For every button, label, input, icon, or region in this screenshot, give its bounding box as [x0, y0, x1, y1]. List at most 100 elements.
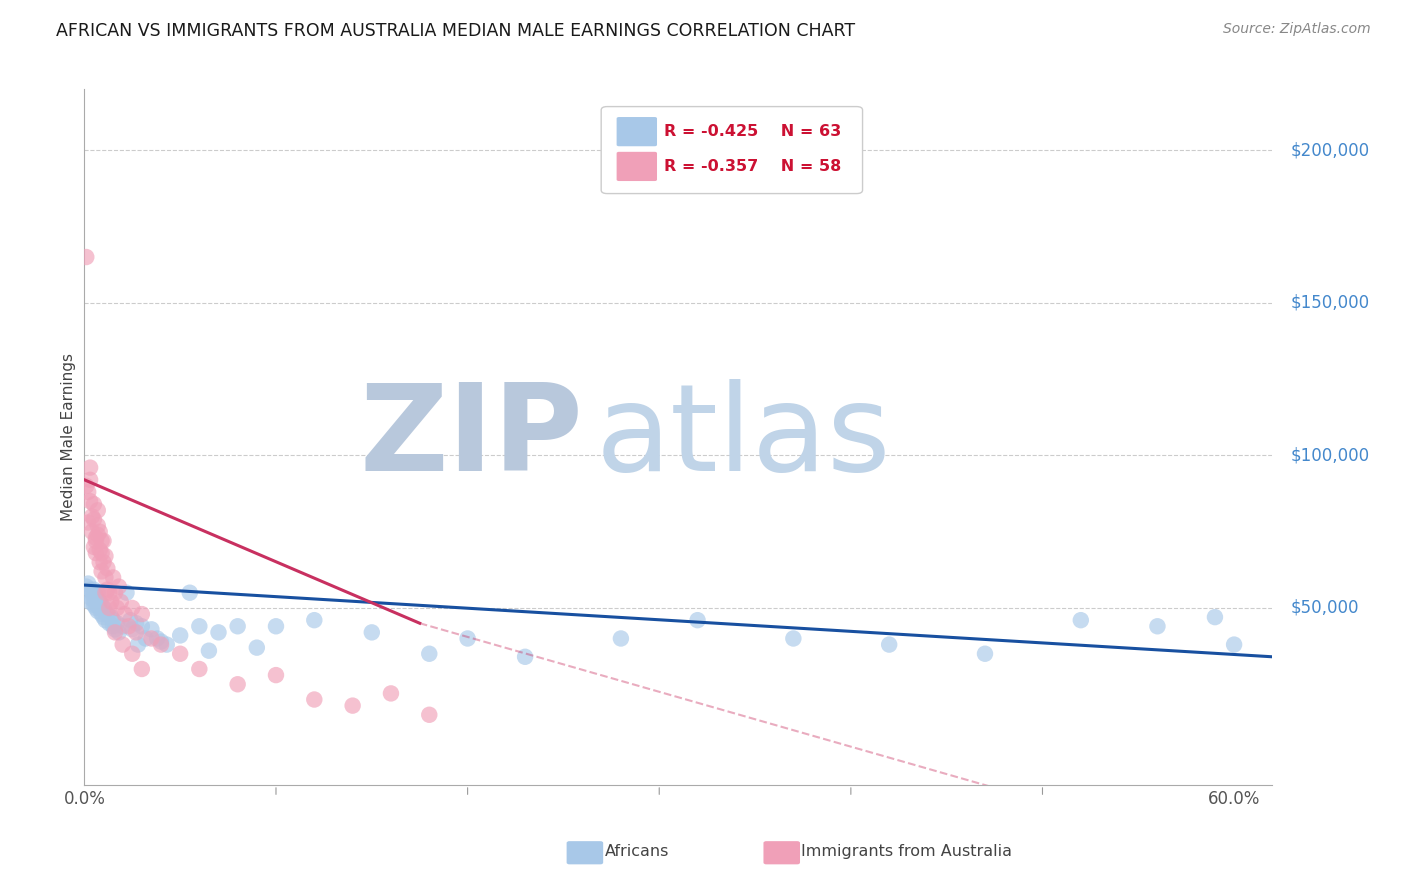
Point [104, 585, 127, 599]
Point [226, 619, 249, 633]
FancyBboxPatch shape [617, 152, 657, 181]
Point [93, 555, 115, 569]
Point [877, 638, 900, 652]
Point [94, 585, 117, 599]
Point [90, 546, 112, 560]
Point [304, 613, 326, 627]
Point [75, 580, 97, 594]
Point [90, 533, 112, 548]
Point [125, 616, 148, 631]
Point [84, 601, 107, 615]
Point [418, 707, 440, 722]
Point [79, 460, 101, 475]
Point [89, 601, 111, 615]
Point [156, 638, 179, 652]
Point [89, 555, 111, 569]
Point [87, 598, 110, 612]
Point [90, 607, 112, 621]
Point [121, 601, 143, 615]
Point [264, 668, 287, 682]
Text: R = -0.357    N = 58: R = -0.357 N = 58 [664, 159, 841, 174]
Point [80, 585, 103, 599]
Point [115, 585, 138, 599]
Point [98, 585, 121, 599]
Point [80, 591, 103, 606]
Point [974, 647, 997, 661]
Point [380, 686, 402, 700]
Point [75, 479, 97, 493]
Point [94, 613, 117, 627]
Point [686, 613, 709, 627]
Point [83, 582, 105, 597]
Point [131, 619, 153, 633]
Point [101, 619, 124, 633]
Point [610, 632, 633, 646]
Point [146, 632, 169, 646]
Point [93, 533, 115, 548]
Point [94, 570, 117, 584]
Point [1223, 638, 1246, 652]
Point [96, 607, 118, 621]
Text: AFRICAN VS IMMIGRANTS FROM AUSTRALIA MEDIAN MALE EARNINGS CORRELATION CHART: AFRICAN VS IMMIGRANTS FROM AUSTRALIA MED… [56, 22, 855, 40]
Point [1070, 613, 1092, 627]
Point [150, 634, 173, 648]
Point [121, 647, 143, 661]
Point [80, 509, 103, 524]
Point [84, 589, 107, 603]
Point [125, 625, 148, 640]
Point [83, 512, 105, 526]
Point [89, 595, 111, 609]
Point [77, 485, 100, 500]
Point [188, 619, 211, 633]
Point [83, 598, 105, 612]
Point [188, 662, 211, 676]
Point [75, 250, 97, 264]
Point [79, 582, 101, 597]
Point [513, 649, 536, 664]
Point [79, 595, 101, 609]
Text: Africans: Africans [605, 845, 669, 859]
Point [418, 647, 440, 661]
Point [105, 616, 128, 631]
Point [104, 623, 127, 637]
Point [264, 619, 287, 633]
Point [89, 543, 111, 558]
Point [77, 576, 100, 591]
Text: atlas: atlas [595, 378, 891, 496]
Point [246, 640, 269, 655]
Point [77, 516, 100, 530]
Point [207, 625, 229, 640]
Point [169, 647, 191, 661]
Point [84, 531, 107, 545]
Point [93, 601, 115, 615]
Point [782, 632, 804, 646]
Point [79, 473, 101, 487]
Text: $50,000: $50,000 [1291, 599, 1358, 617]
Point [96, 582, 118, 597]
Point [360, 625, 382, 640]
Point [198, 643, 221, 657]
Point [80, 524, 103, 539]
Text: $150,000: $150,000 [1291, 293, 1369, 312]
Point [110, 595, 132, 609]
Point [342, 698, 364, 713]
Point [101, 613, 124, 627]
Point [87, 518, 110, 533]
Point [1146, 619, 1168, 633]
Point [131, 662, 153, 676]
Point [150, 638, 173, 652]
Y-axis label: Median Male Earnings: Median Male Earnings [60, 353, 76, 521]
Text: $200,000: $200,000 [1291, 141, 1369, 160]
Point [117, 619, 139, 633]
Point [93, 610, 115, 624]
Text: $100,000: $100,000 [1291, 446, 1369, 465]
Point [457, 632, 479, 646]
Point [108, 580, 131, 594]
Point [121, 623, 143, 637]
Point [83, 540, 105, 554]
FancyBboxPatch shape [602, 106, 862, 194]
Point [135, 632, 157, 646]
Point [98, 601, 121, 615]
Point [90, 598, 112, 612]
Text: Source: ZipAtlas.com: Source: ZipAtlas.com [1223, 22, 1371, 37]
